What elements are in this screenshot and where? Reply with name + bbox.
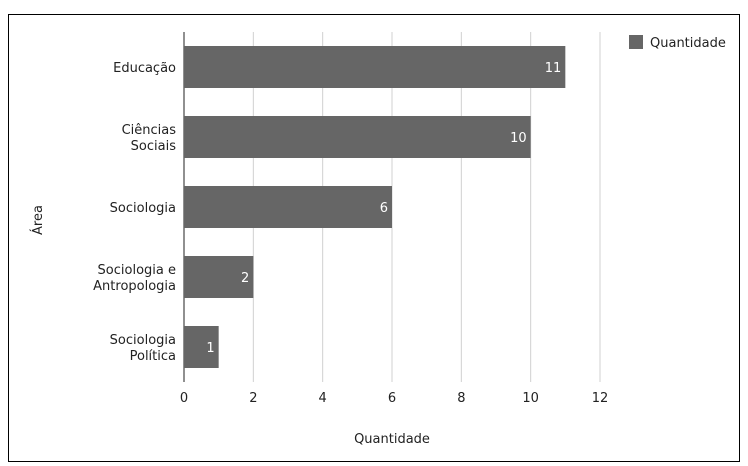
category-label-line: Educação — [113, 61, 176, 76]
y-axis-title: Área — [30, 205, 46, 235]
x-tick-label: 2 — [249, 391, 257, 406]
category-label-line: Sociologia — [110, 201, 176, 216]
category-label-line: Sociologia e — [98, 263, 176, 278]
x-tick-label: 8 — [457, 391, 465, 406]
data-label: 10 — [510, 131, 527, 146]
category-label: Sociologia — [110, 201, 176, 216]
bar — [184, 326, 219, 368]
x-tick-label: 0 — [180, 391, 188, 406]
data-label: 6 — [380, 201, 388, 216]
data-label: 1 — [206, 341, 214, 356]
bar — [184, 256, 254, 298]
category-label-line: Ciências — [122, 123, 177, 138]
data-label: 2 — [241, 271, 249, 286]
category-label-line: Sociologia — [110, 333, 176, 348]
category-label: Ciências Sociais — [122, 123, 177, 154]
legend-label: Quantidade — [650, 36, 726, 51]
bar — [184, 116, 531, 158]
legend-swatch — [629, 35, 643, 49]
x-tick-label: 6 — [388, 391, 396, 406]
category-label-line: Política — [130, 349, 176, 364]
x-tick-label: 12 — [592, 391, 609, 406]
bar — [184, 46, 566, 88]
x-tick-label: 4 — [319, 391, 327, 406]
chart-frame — [8, 14, 740, 462]
bar — [184, 186, 392, 228]
category-label-line: Sociais — [131, 139, 177, 154]
category-label: Educação — [113, 61, 176, 76]
x-tick-label: 10 — [522, 391, 539, 406]
category-label: Sociologia e Antropologia — [93, 263, 176, 294]
data-label: 11 — [545, 61, 562, 76]
x-axis-title: Quantidade — [354, 432, 430, 447]
category-label-line: Antropologia — [93, 279, 176, 294]
category-label: Sociologia Política — [110, 333, 176, 364]
